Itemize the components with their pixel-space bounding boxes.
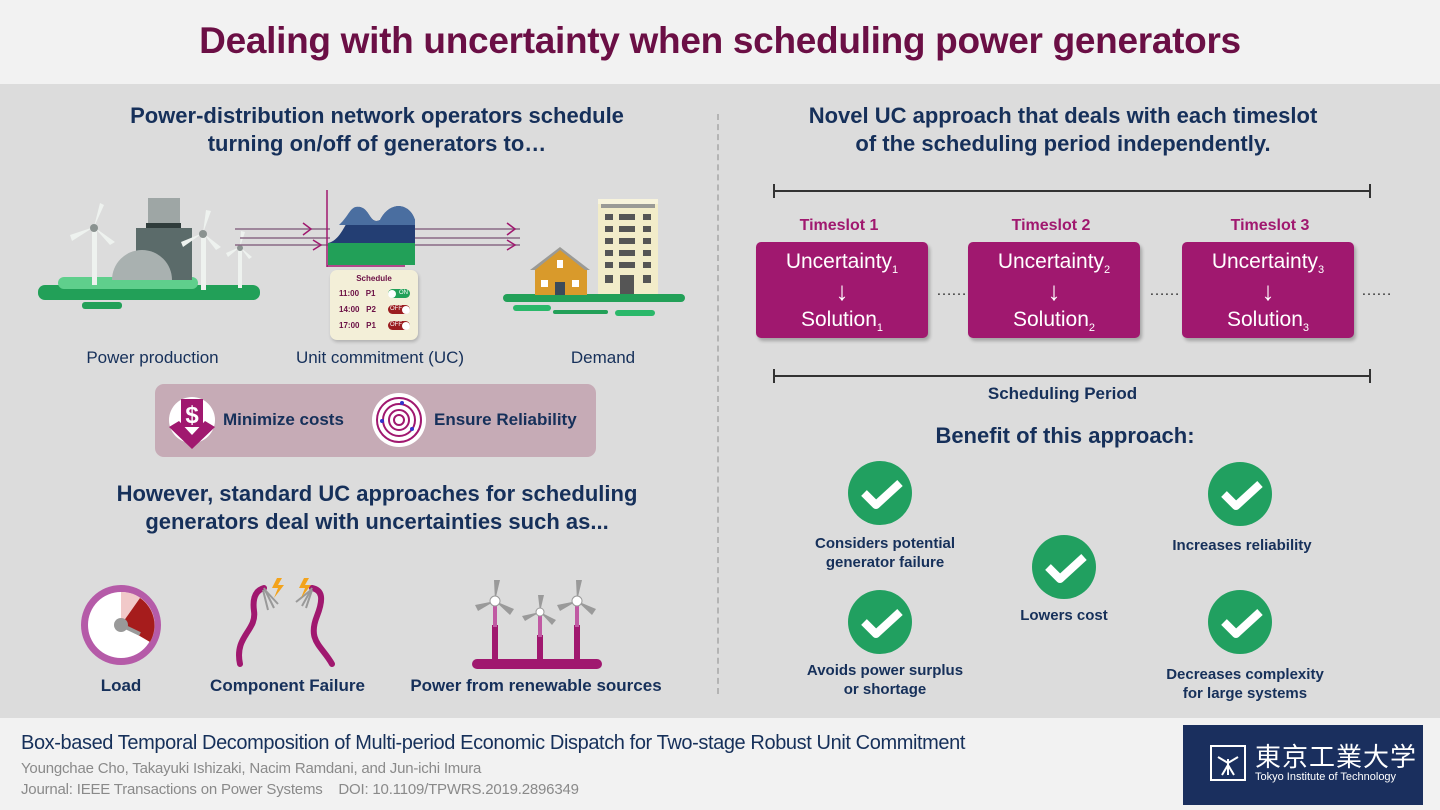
down-arrow-icon: ↓: [1047, 276, 1061, 306]
solution-text: Solution1: [800, 308, 883, 335]
dollar-down-icon: $: [169, 397, 215, 449]
period-bracket-bottom: [773, 369, 1371, 383]
ellipsis: ……: [1149, 282, 1180, 299]
schedule-title: Schedule: [356, 274, 392, 283]
schedule-row: 17:00 P1: [339, 321, 376, 330]
label-unit-commitment: Unit commitment (UC): [295, 348, 465, 367]
goals-box: $ Minimize costs Ensure Reliability: [155, 384, 596, 457]
left-heading-2: However, standard UC approaches for sche…: [60, 480, 694, 536]
load-gauge-icon: [81, 585, 161, 665]
schedule-unit: P2: [366, 305, 376, 314]
benefit-reliability: Increases reliability: [1172, 537, 1312, 554]
benefit-failure: Considers potential generator failure: [814, 535, 956, 571]
tokyo-tech-logo: 東京工業大学 Tokyo Institute of Technology: [1183, 725, 1423, 805]
benefit-heading: Benefit of this approach:: [935, 423, 1195, 448]
check-icon: [1032, 535, 1096, 599]
ellipsis: ……: [1361, 282, 1392, 299]
check-icon: [1208, 462, 1272, 526]
label-power-production: Power production: [86, 348, 219, 367]
wind-turbines-icon: [472, 580, 602, 669]
timeslot-3-box: Uncertainty3 ↓ Solution3: [1182, 242, 1354, 338]
paper-title: Box-based Temporal Decomposition of Mult…: [21, 732, 966, 754]
uc-chart-illustration: [235, 190, 520, 267]
timeslot-2-box: Uncertainty2 ↓ Solution2: [968, 242, 1140, 338]
goal-minimize-costs: Minimize costs: [223, 410, 344, 429]
journal-doi: Journal: IEEE Transactions on Power Syst…: [21, 781, 579, 798]
benefit-cost: Lowers cost: [1020, 607, 1108, 624]
toggle-off[interactable]: OFF: [388, 305, 410, 314]
toggle-label: OFF: [390, 306, 402, 312]
benefit-complexity: Decreases complexity for large systems: [1166, 666, 1324, 702]
schedule-time: 11:00: [339, 289, 360, 298]
page-title: Dealing with uncertainty when scheduling…: [199, 20, 1241, 61]
timeslot-3-label: Timeslot 3: [1230, 217, 1310, 234]
schedule-row: 14:00 P2: [339, 305, 376, 314]
right-heading: Novel UC approach that deals with each t…: [760, 102, 1366, 158]
svg-text:$: $: [185, 402, 199, 429]
left-heading-1: Power-distribution network operators sch…: [60, 102, 694, 158]
timeslot-2-label: Timeslot 2: [1011, 217, 1091, 234]
label-load: Load: [100, 676, 142, 695]
schedule-time: 14:00: [339, 305, 360, 314]
heading-line: generators deal with uncertainties such …: [145, 509, 609, 534]
section-divider: [717, 114, 719, 694]
label-renewable-sources: Power from renewable sources: [410, 676, 662, 695]
authors: Youngchae Cho, Takayuki Ishizaki, Nacim …: [21, 760, 482, 777]
timeslot-1-box: Uncertainty1 ↓ Solution1: [756, 242, 928, 338]
header: Dealing with uncertainty when scheduling…: [0, 0, 1440, 84]
schedule-unit: P1: [366, 321, 376, 330]
toggle-label: ON: [399, 290, 408, 296]
schedule-card: Schedule 11:00 P1 ON 14:00 P2 OFF 17:00 …: [330, 270, 418, 340]
footer: Box-based Temporal Decomposition of Mult…: [0, 718, 1440, 810]
toggle-label: OFF: [390, 322, 402, 328]
logo-japanese: 東京工業大学: [1255, 742, 1418, 772]
goal-ensure-reliability: Ensure Reliability: [434, 410, 577, 429]
schedule-row: 11:00 P1: [339, 289, 376, 298]
logo-english: Tokyo Institute of Technology: [1255, 771, 1397, 783]
check-icon: [848, 590, 912, 654]
swallow-emblem-icon: [1210, 745, 1246, 781]
heading-line: of the scheduling period independently.: [855, 131, 1271, 156]
label-component-failure: Component Failure: [210, 676, 365, 695]
broken-wire-icon: [236, 578, 335, 667]
schedule-time: 17:00: [339, 321, 360, 330]
target-icon: [372, 393, 426, 447]
toggle-off[interactable]: OFF: [388, 321, 410, 330]
toggle-on[interactable]: ON: [388, 289, 410, 298]
heading-line: turning on/off of generators to…: [207, 131, 547, 156]
timeslot-1-label: Timeslot 1: [799, 217, 879, 234]
check-icon: [848, 461, 912, 525]
uncertainty-text: Uncertainty2: [997, 250, 1111, 277]
check-icon: [1208, 590, 1272, 654]
uncertainty-text: Uncertainty1: [785, 250, 899, 277]
heading-line: Novel UC approach that deals with each t…: [808, 103, 1318, 128]
ellipsis: ……: [936, 282, 967, 299]
solution-text: Solution3: [1226, 308, 1309, 335]
down-arrow-icon: ↓: [835, 276, 849, 306]
heading-line: However, standard UC approaches for sche…: [116, 481, 638, 506]
label-demand: Demand: [570, 348, 636, 367]
solution-text: Solution2: [1012, 308, 1095, 335]
uncertainty-text: Uncertainty3: [1211, 250, 1325, 277]
power-plant-illustration: [38, 198, 260, 309]
schedule-unit: P1: [365, 289, 376, 298]
demand-illustration: [503, 199, 685, 316]
benefit-surplus: Avoids power surplus or shortage: [806, 662, 964, 698]
scheduling-period-label: Scheduling Period: [987, 384, 1138, 403]
heading-line: Power-distribution network operators sch…: [130, 103, 624, 128]
period-bracket-top: [773, 184, 1371, 198]
down-arrow-icon: ↓: [1261, 276, 1275, 306]
